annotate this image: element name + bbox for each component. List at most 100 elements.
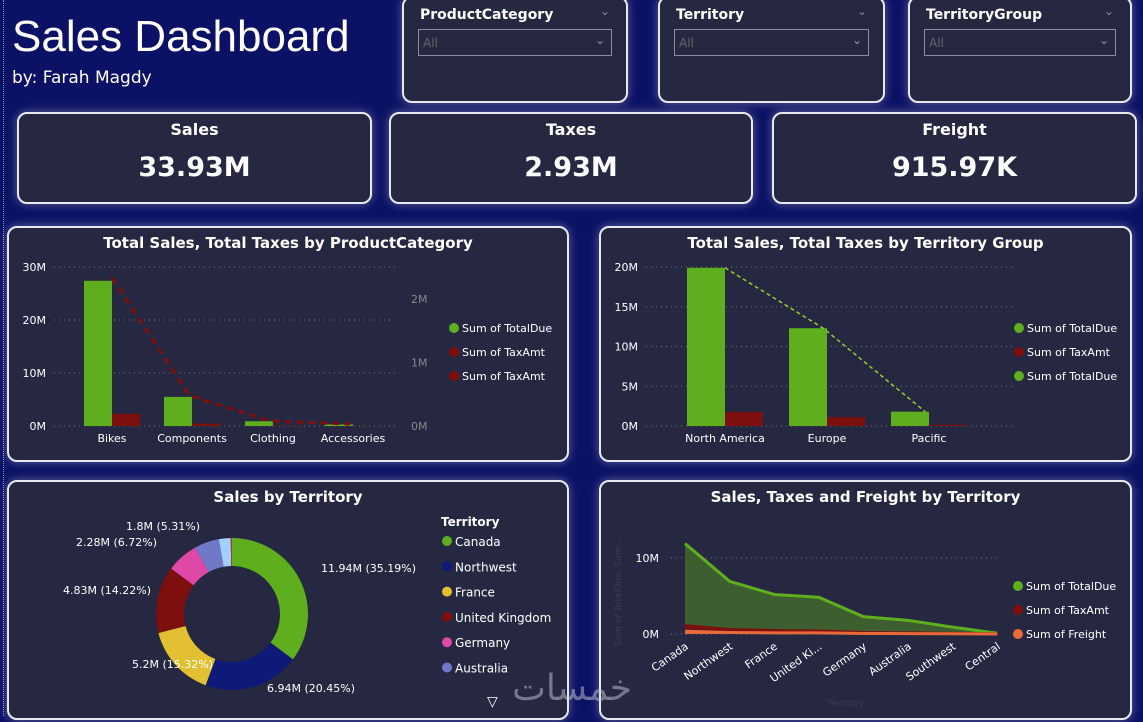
legend-marker: [449, 371, 459, 381]
legend-label: Australia: [455, 662, 508, 676]
bar-tax: [929, 425, 967, 426]
slicer-value: All: [423, 36, 438, 50]
kpi-value: 33.93M: [19, 152, 370, 183]
x-tick-label: France: [743, 640, 781, 672]
donut-slice: [158, 626, 215, 685]
slicer-label: ProductCategory: [420, 7, 553, 23]
legend-marker: [1013, 581, 1023, 591]
y-tick-label: 30M: [23, 261, 47, 274]
chevron-down-icon[interactable]: ⌄: [600, 4, 610, 18]
slicer-dropdown[interactable]: All ⌄: [418, 29, 612, 56]
x-tick-label: Pacific: [912, 432, 947, 445]
chevron-down-icon[interactable]: ⌄: [857, 4, 867, 18]
y-tick-label: 10M: [615, 341, 639, 354]
data-label: 2.28M (6.72%): [76, 536, 157, 549]
kpi-card-sales: Sales 33.93M: [17, 112, 372, 204]
kpi-label: Taxes: [391, 120, 751, 139]
legend-label: Sum of TaxAmt: [1027, 346, 1111, 359]
y2-tick-label: 1M: [411, 356, 428, 369]
legend-marker: [442, 561, 452, 571]
x-tick-label: Europe: [808, 432, 847, 445]
bar-sales: [687, 268, 725, 426]
slicer-value: All: [929, 36, 944, 50]
donut-slice: [232, 538, 308, 659]
legend-marker: [1014, 347, 1024, 357]
slicer-dropdown[interactable]: All ⌄: [924, 29, 1116, 56]
chevron-down-icon: ⌄: [595, 33, 605, 47]
x-tick-label: Bikes: [97, 432, 126, 445]
legend-label: Sum of TaxAmt: [462, 346, 546, 359]
y-tick-label: 5M: [622, 380, 639, 393]
x-tick-label: Components: [157, 432, 227, 445]
bar-tax: [192, 424, 220, 426]
x-axis-title: Territory: [826, 699, 865, 709]
x-tick-label: Clothing: [250, 432, 296, 445]
bar-tax: [112, 414, 140, 426]
kpi-card-taxes: Taxes 2.93M: [389, 112, 753, 204]
bar-sales: [164, 397, 192, 426]
scroll-down-icon: ▽: [487, 694, 498, 710]
kpi-label: Sales: [19, 120, 370, 139]
legend-marker: [1014, 323, 1024, 333]
bar-sales: [84, 281, 112, 426]
data-label: 6.94M (20.45%): [267, 682, 355, 695]
y-tick-label: 20M: [615, 261, 639, 274]
x-tick-label: Southwest: [904, 639, 959, 683]
x-tick-label: Northwest: [682, 639, 736, 682]
slicer-dropdown[interactable]: All⌄: [674, 29, 869, 56]
chart-sales-taxes-by-territory-group[interactable]: Total Sales, Total Taxes by Territory Gr…: [599, 226, 1132, 462]
chevron-down-icon: ⌄: [1099, 33, 1109, 47]
legend-label: Northwest: [455, 560, 517, 574]
legend-marker: [442, 612, 452, 622]
chart-sales-taxes-by-category[interactable]: Total Sales, Total Taxes by ProductCateg…: [7, 226, 569, 462]
legend-label: Sum of TaxAmt: [462, 370, 546, 383]
y-tick-label: 10M: [23, 367, 47, 380]
legend-marker: [449, 347, 459, 357]
slicer-territory-group[interactable]: TerritoryGroup ⌄ All ⌄: [908, 0, 1132, 103]
trend-line: [112, 278, 350, 424]
bar-sales: [891, 412, 929, 426]
chevron-down-icon[interactable]: ⌄: [1104, 4, 1114, 18]
slicer-label: Territory: [676, 7, 744, 23]
x-tick-label: Accessories: [321, 432, 386, 445]
bar-tax: [725, 412, 763, 426]
legend-label: Sum of TotalDue: [1027, 322, 1117, 335]
bar-sales: [789, 328, 827, 426]
legend-label: Sum of TaxAmt: [1026, 604, 1110, 617]
dashboard-title: Sales Dashboard: [12, 12, 350, 62]
y2-tick-label: 2M: [411, 293, 428, 306]
data-label: 4.83M (14.22%): [63, 584, 151, 597]
y-tick-label: 20M: [23, 314, 47, 327]
x-tick-label: Central: [963, 640, 1003, 674]
legend-marker: [1013, 605, 1023, 615]
legend-marker: [1013, 629, 1023, 639]
kpi-value: 915.97K: [774, 152, 1135, 183]
y-tick-label: 10M: [636, 552, 660, 565]
y-axis-title: Sum of TotalDue, Sum...: [614, 538, 624, 646]
slicer-label: TerritoryGroup: [926, 7, 1042, 23]
legend-marker: [442, 637, 452, 647]
legend-label: Sum of TotalDue: [462, 322, 552, 335]
legend-label: France: [455, 586, 495, 600]
bar-sales: [245, 421, 273, 426]
slicer-territory[interactable]: Territory ⌄ All⌄: [658, 0, 885, 103]
bar-tax: [827, 417, 865, 426]
x-tick-label: North America: [685, 432, 765, 445]
legend-label: Sum of TotalDue: [1026, 580, 1116, 593]
legend-marker: [1014, 371, 1024, 381]
legend-label: Germany: [455, 636, 510, 650]
slicer-value: All: [679, 36, 694, 50]
legend-marker: [449, 323, 459, 333]
data-label: 11.94M (35.19%): [321, 562, 416, 575]
legend-marker: [442, 587, 452, 597]
legend-label: Sum of Freight: [1026, 628, 1107, 641]
slicer-product-category[interactable]: ProductCategory ⌄ All ⌄: [402, 0, 628, 103]
legend-marker: [442, 536, 452, 546]
kpi-value: 2.93M: [391, 152, 751, 183]
legend-title: Territory: [441, 515, 500, 529]
dashboard-subtitle: by: Farah Magdy: [12, 68, 152, 88]
area-fill: [685, 544, 997, 634]
